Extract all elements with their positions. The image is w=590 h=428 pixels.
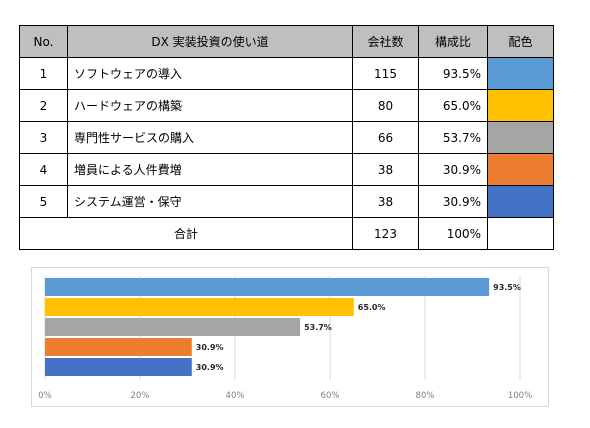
- row-use: 専門性サービスの購入: [67, 121, 353, 154]
- total-label: 合計: [19, 217, 353, 250]
- chart-area: 93.5% 65.0% 53.7% 30.9% 30.9% 0% 20% 40% 60% 80% 1…: [31, 267, 549, 407]
- x-tick-label: 100%: [508, 391, 532, 401]
- row-use: システム運営・保守: [67, 185, 353, 218]
- table-total-row: 合計 123 100%: [19, 217, 554, 250]
- table-row: 3 専門性サービスの購入 66 53.7%: [19, 121, 554, 154]
- row-ratio: 30.9%: [418, 153, 488, 186]
- row-no: 2: [19, 89, 68, 122]
- table-row: 4 増員による人件費増 38 30.9%: [19, 153, 554, 186]
- header-ratio: 構成比: [418, 25, 488, 58]
- data-label: 53.7%: [304, 323, 332, 332]
- row-use: ハードウェアの構築: [67, 89, 353, 122]
- x-tick-label: 0%: [38, 391, 52, 401]
- table-row: 1 ソフトウェアの導入 115 93.5%: [19, 57, 554, 90]
- total-ratio: 100%: [418, 217, 488, 250]
- bar: [45, 318, 301, 336]
- row-use: ソフトウェアの導入: [67, 57, 353, 90]
- x-tick-label: 20%: [131, 391, 150, 401]
- table-row: 2 ハードウェアの構築 80 65.0%: [19, 89, 554, 122]
- header-use: DX 実装投資の使い道: [67, 25, 353, 58]
- row-color-swatch: [487, 57, 554, 90]
- x-tick-label: 80%: [416, 391, 435, 401]
- data-label: 65.0%: [358, 303, 386, 312]
- header-no: No.: [19, 25, 68, 58]
- total-color-cell: [487, 217, 554, 250]
- bar: [45, 358, 192, 376]
- row-count: 38: [352, 153, 419, 186]
- table-header-row: No. DX 実装投資の使い道 会社数 構成比 配色: [19, 25, 554, 58]
- total-count: 123: [352, 217, 419, 250]
- data-label: 30.9%: [196, 363, 224, 372]
- color-swatch: [488, 90, 553, 121]
- row-ratio: 53.7%: [418, 121, 488, 154]
- row-use: 増員による人件費増: [67, 153, 353, 186]
- bar: [45, 278, 490, 296]
- row-count: 38: [352, 185, 419, 218]
- data-label: 30.9%: [196, 343, 224, 352]
- header-count: 会社数: [352, 25, 419, 58]
- row-color-swatch: [487, 153, 554, 186]
- table-row: 5 システム運営・保守 38 30.9%: [19, 185, 554, 218]
- bar: [45, 298, 354, 316]
- row-count: 66: [352, 121, 419, 154]
- dx-investment-table: No. DX 実装投資の使い道 会社数 構成比 配色 1 ソフトウェアの導入 115…: [19, 25, 554, 250]
- header-color: 配色: [487, 25, 554, 58]
- row-ratio: 93.5%: [418, 57, 488, 90]
- row-no: 5: [19, 185, 68, 218]
- color-swatch: [488, 58, 553, 89]
- color-swatch: [488, 154, 553, 185]
- row-ratio: 30.9%: [418, 185, 488, 218]
- row-count: 115: [352, 57, 419, 90]
- x-tick-label: 40%: [226, 391, 245, 401]
- x-tick-label: 60%: [321, 391, 340, 401]
- row-color-swatch: [487, 121, 554, 154]
- data-label: 93.5%: [493, 283, 521, 292]
- row-no: 1: [19, 57, 68, 90]
- row-ratio: 65.0%: [418, 89, 488, 122]
- bar-chart: 93.5% 65.0% 53.7% 30.9% 30.9% 0% 20% 40% 60% 80% 1…: [38, 276, 532, 401]
- color-swatch: [488, 186, 553, 217]
- row-count: 80: [352, 89, 419, 122]
- bar: [45, 338, 192, 356]
- color-swatch: [488, 122, 553, 153]
- row-no: 3: [19, 121, 68, 154]
- row-color-swatch: [487, 185, 554, 218]
- row-no: 4: [19, 153, 68, 186]
- row-color-swatch: [487, 89, 554, 122]
